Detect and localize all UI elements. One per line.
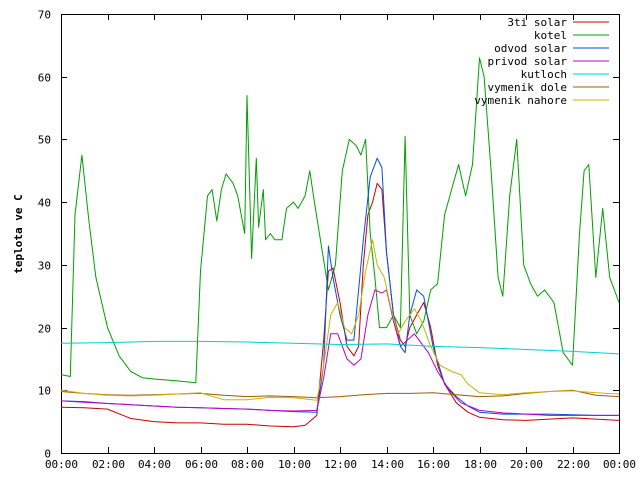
x-tick-label: 18:00 <box>464 458 497 471</box>
series-line-3ti-solar <box>60 182 620 428</box>
y-tick-label: 10 <box>38 385 51 398</box>
x-tick-label: 02:00 <box>92 458 125 471</box>
x-tick-label: 20:00 <box>510 458 543 471</box>
x-tick-label: 16:00 <box>417 458 450 471</box>
legend-label: vymenik dole <box>488 81 567 94</box>
x-tick-label: 06:00 <box>185 458 218 471</box>
legend-label: odvod solar <box>494 42 567 55</box>
series-line-vymenik-dole <box>60 389 620 399</box>
x-tick-label: 00:00 <box>45 458 78 471</box>
y-axis-label: teplota ve C <box>12 194 25 273</box>
y-tick-label: 60 <box>38 72 51 85</box>
legend-label: 3ti solar <box>507 16 567 29</box>
y-tick-label: 30 <box>38 260 51 273</box>
y-tick-label: 70 <box>38 9 51 22</box>
x-axis-tick-labels: 00:00 02:00 04:00 06:00 08:00 10:00 12:00 14:00… <box>45 458 636 471</box>
y-tick-label: 0 <box>44 448 51 461</box>
x-tick-label: 08:00 <box>231 458 264 471</box>
y-tick-label: 40 <box>38 197 51 210</box>
legend-label: vymenik nahore <box>474 94 567 107</box>
y-tick-label: 50 <box>38 134 51 147</box>
y-tick-label: 20 <box>38 323 51 336</box>
x-tick-label: 22:00 <box>557 458 590 471</box>
x-tick-label: 00:00 <box>603 458 636 471</box>
axis-ticks <box>61 14 620 454</box>
x-tick-label: 04:00 <box>138 458 171 471</box>
legend-label: kotel <box>534 29 567 42</box>
series-line-kutloch <box>60 340 620 355</box>
legend-label: privod solar <box>488 55 568 68</box>
y-axis-tick-labels: 0 10 20 30 40 50 60 70 <box>38 9 51 461</box>
series-line-kotel <box>60 57 620 384</box>
x-tick-label: 10:00 <box>278 458 311 471</box>
series-lines <box>60 57 620 428</box>
series-line-privod-solar <box>60 289 619 416</box>
legend-label: kutloch <box>521 68 567 81</box>
x-tick-label: 12:00 <box>324 458 357 471</box>
series-line-vymenik-nahore <box>60 239 620 401</box>
x-tick-label: 14:00 <box>371 458 404 471</box>
